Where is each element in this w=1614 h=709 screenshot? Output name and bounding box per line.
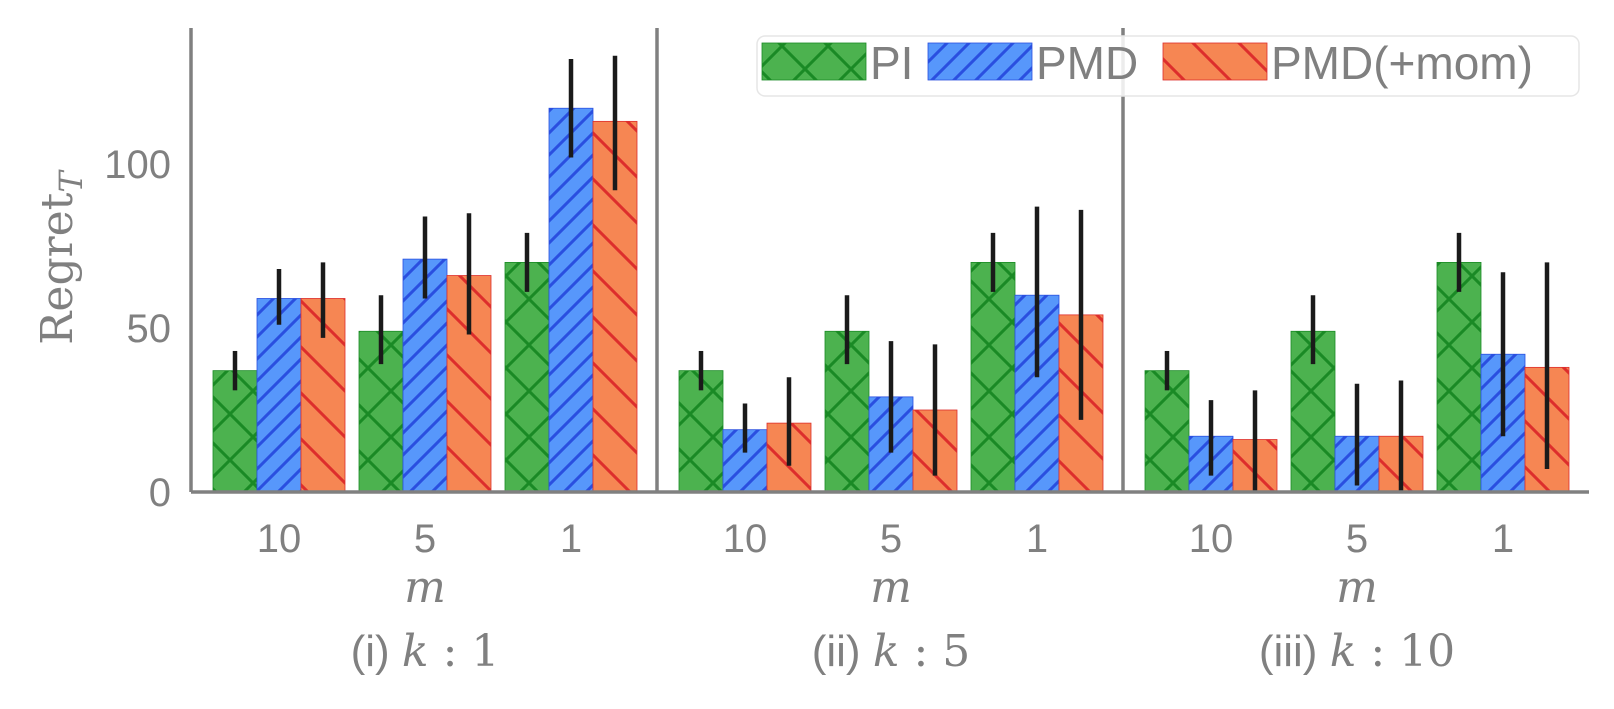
bar-pi-1 — [1436, 261, 1482, 493]
x-axis-label: m — [1336, 562, 1378, 613]
y-tick-label: 0 — [149, 471, 171, 515]
x-tick-label: 1 — [560, 517, 582, 561]
x-tick-label: 1 — [1492, 517, 1514, 561]
bar-pi-1 — [504, 261, 550, 493]
y-axis-label: RegretT — [32, 169, 90, 345]
legend-item-pmd-mom-: PMD(+mom) — [1162, 37, 1533, 89]
bar-pmd-10 — [256, 298, 302, 493]
x-tick-label: 5 — [1346, 517, 1368, 561]
plot-area: 0 50 100 10 5 1 m (i) k : 1 10 5 1 m (ii) k : 5 10 5 1 m… — [104, 28, 1589, 677]
legend-label: PMD(+mom) — [1271, 37, 1533, 89]
bar-pi-1 — [970, 261, 1016, 493]
y-tick-label: 100 — [104, 143, 171, 187]
legend-label: PMD — [1036, 37, 1138, 89]
x-tick-label: 10 — [1189, 517, 1234, 561]
x-axis-label: m — [404, 562, 446, 613]
panel-3: 10 5 1 m (iii) k : 10 — [1121, 28, 1589, 677]
panel-caption: (ii) k : 5 — [812, 626, 971, 677]
legend-item-pi: PI — [761, 37, 913, 89]
legend-swatch — [1162, 42, 1268, 81]
x-tick-label: 5 — [880, 517, 902, 561]
x-tick-label: 10 — [723, 517, 768, 561]
panel-caption: (i) k : 1 — [351, 626, 500, 677]
panel-2: 10 5 1 m (ii) k : 5 — [655, 28, 1123, 677]
panel-1: 10 5 1 m (i) k : 1 — [189, 28, 657, 677]
panel-caption: (iii) k : 10 — [1259, 626, 1455, 677]
legend-item-pmd: PMD — [927, 37, 1138, 89]
legend-swatch — [761, 42, 867, 81]
bar-pmd-1 — [548, 107, 594, 493]
y-tick-label: 50 — [127, 307, 172, 351]
x-tick-label: 10 — [257, 517, 302, 561]
x-axis-label: m — [870, 562, 912, 613]
x-tick-label: 5 — [414, 517, 436, 561]
legend: PI PMD PMD(+mom) — [756, 35, 1580, 97]
legend-swatch — [927, 42, 1033, 81]
x-tick-label: 1 — [1026, 517, 1048, 561]
bar-pi-10 — [678, 370, 724, 493]
legend-label: PI — [870, 37, 913, 89]
